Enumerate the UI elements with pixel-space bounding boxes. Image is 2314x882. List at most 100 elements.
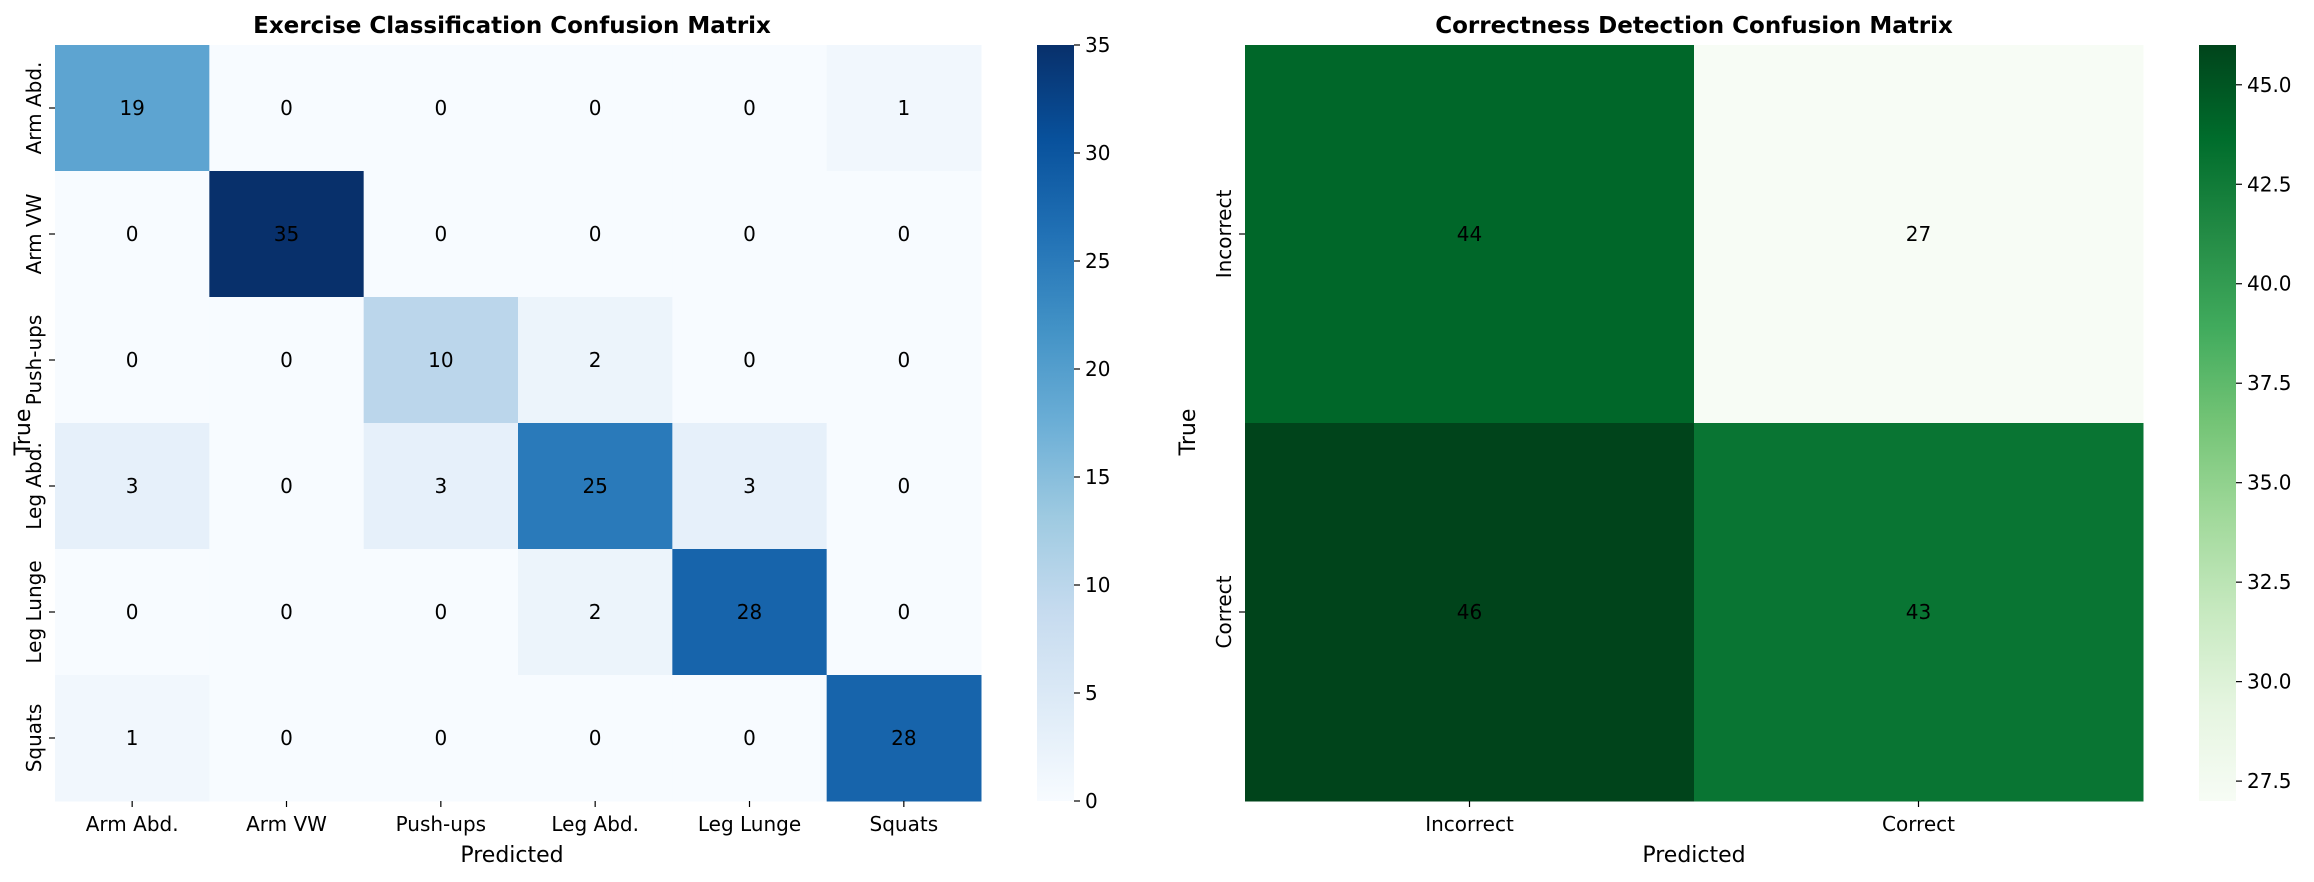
colorbar-tick-label: 27.5: [2247, 769, 2292, 793]
heatmap-cell: [1245, 45, 1695, 424]
y-tick-label: Leg Lunge: [22, 560, 46, 663]
y-tick-label: Leg Abd.: [22, 442, 46, 530]
y-tick-labels: Incorrect Correct: [1212, 190, 1245, 649]
heatmap-cell: [672, 297, 828, 424]
colorbar: 0 5 10 15 20 25 30 35: [1037, 33, 1110, 813]
heatmap-cell: [55, 297, 210, 424]
cell-value-label: 0: [126, 348, 139, 372]
heatmap-cell: [209, 171, 365, 298]
exercise-confusion-panel: Exercise Classification Confusion Matrix…: [11, 13, 1110, 868]
heatmap-cell: [518, 423, 673, 550]
chart-title: Exercise Classification Confusion Matrix: [253, 13, 771, 39]
cell-value-label: 0: [280, 726, 293, 750]
heatmap-cell: [55, 171, 210, 298]
heatmap-cell: [672, 423, 828, 550]
y-axis-label: True: [1176, 409, 1201, 457]
heatmap-cell: [209, 675, 365, 802]
heatmap-cell: [1694, 45, 2144, 424]
colorbar-tick-label: 20: [1085, 357, 1110, 381]
x-axis-label: Predicted: [1642, 843, 1745, 868]
cell-value-label: 0: [743, 96, 756, 120]
heatmap-cell: [672, 45, 828, 172]
heatmap-cell: [363, 675, 519, 802]
colorbar-tick-label: 35.0: [2247, 471, 2292, 495]
x-tick-label: Squats: [870, 812, 939, 836]
colorbar-tick-label: 5: [1085, 681, 1098, 705]
x-tick-label: Arm VW: [246, 812, 327, 836]
cell-value-label: 43: [1906, 600, 1931, 624]
heatmap-cell: [826, 45, 982, 172]
colorbar-tick-label: 15: [1085, 465, 1110, 489]
x-tick-label: Leg Abd.: [551, 812, 639, 836]
colorbar-tick-label: 35: [1085, 33, 1110, 57]
x-tick-label: Correct: [1882, 812, 1955, 836]
cell-value-label: 0: [897, 600, 910, 624]
heatmap-cell: [518, 45, 673, 172]
x-tick-label: Leg Lunge: [698, 812, 801, 836]
heatmap-cell: [363, 45, 519, 172]
heatmap-cell: [209, 423, 365, 550]
cell-value-label: 10: [428, 348, 453, 372]
heatmap-cell: [363, 171, 519, 298]
heatmap-cell: [672, 549, 828, 676]
heatmap-cell: [826, 171, 982, 298]
cell-value-label: 0: [434, 726, 447, 750]
colorbar-gradient: [2199, 45, 2236, 801]
y-tick-labels: Arm Abd. Arm VW Push-ups Leg Abd. Leg Lunge S…: [22, 62, 55, 772]
colorbar-tick-label: 45.0: [2247, 73, 2292, 97]
cell-value-label: 0: [897, 348, 910, 372]
chart-title: Correctness Detection Confusion Matrix: [1435, 13, 1953, 39]
cell-value-label: 2: [589, 600, 602, 624]
y-axis-label: True: [11, 409, 36, 457]
heatmap-cell: [826, 549, 982, 676]
x-tick-labels: Arm Abd. Arm VW Push-ups Leg Abd. Leg Lunge S…: [86, 801, 938, 836]
cell-value-label: 0: [589, 726, 602, 750]
y-tick-label: Incorrect: [1212, 190, 1236, 279]
cell-value-label: 27: [1906, 222, 1931, 246]
y-tick-label: Push-ups: [22, 315, 46, 406]
colorbar-tick-label: 30.0: [2247, 670, 2292, 694]
heatmap-cell: [363, 549, 519, 676]
heatmap-cells: 44 27 46 43: [1245, 45, 2144, 802]
cell-value-label: 1: [897, 96, 910, 120]
cell-value-label: 2: [589, 348, 602, 372]
colorbar-tick-label: 32.5: [2247, 570, 2292, 594]
x-axis-label: Predicted: [460, 843, 563, 868]
heatmap-cell: [55, 549, 210, 676]
x-tick-label: Arm Abd.: [86, 812, 179, 836]
cell-value-label: 0: [280, 600, 293, 624]
y-tick-label: Arm Abd.: [22, 62, 46, 155]
y-tick-label: Correct: [1212, 575, 1236, 648]
colorbar-tick-label: 30: [1085, 141, 1110, 165]
colorbar-tick-label: 10: [1085, 573, 1110, 597]
heatmap-cell: [518, 675, 673, 802]
cell-value-label: 3: [126, 474, 139, 498]
cell-value-label: 0: [743, 222, 756, 246]
heatmap-cell: [209, 549, 365, 676]
heatmap-cell: [363, 297, 519, 424]
cell-value-label: 0: [743, 726, 756, 750]
cell-value-label: 25: [582, 474, 607, 498]
colorbar-tick-label: 40.0: [2247, 272, 2292, 296]
heatmap-cell: [1694, 423, 2144, 802]
cell-value-label: 1: [126, 726, 139, 750]
colorbar-gradient: [1037, 45, 1074, 801]
cell-value-label: 0: [589, 96, 602, 120]
heatmap-cell: [363, 423, 519, 550]
colorbar: 27.5 30.0 32.5 35.0 37.5 40.0 42.5 45.0: [2199, 45, 2292, 801]
correctness-confusion-panel: Correctness Detection Confusion Matrix 4…: [1176, 13, 2292, 868]
colorbar-tick-label: 0: [1085, 789, 1098, 813]
x-tick-labels: Incorrect Correct: [1425, 801, 1955, 836]
cell-value-label: 3: [743, 474, 756, 498]
heatmap-cell: [209, 297, 365, 424]
cell-value-label: 0: [434, 96, 447, 120]
heatmap-cell: [518, 297, 673, 424]
heatmap-cell: [672, 171, 828, 298]
heatmap-cell: [55, 675, 210, 802]
heatmap-cell: [826, 423, 982, 550]
heatmap-cell: [1245, 423, 1695, 802]
heatmap-cell: [209, 45, 365, 172]
cell-value-label: 0: [589, 222, 602, 246]
cell-value-label: 0: [280, 474, 293, 498]
x-tick-label: Incorrect: [1425, 812, 1514, 836]
